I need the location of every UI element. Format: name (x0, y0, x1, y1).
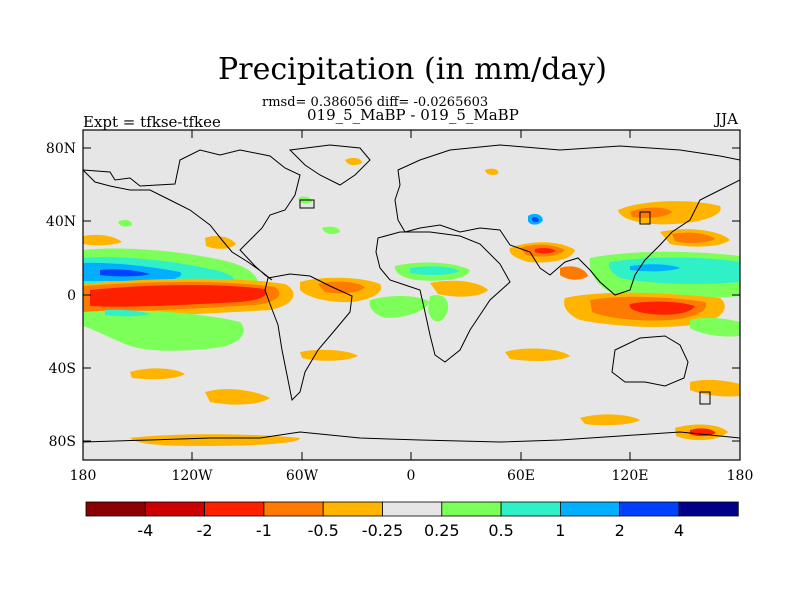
lon-label-60e: 60E (507, 468, 535, 484)
contour-region (100, 269, 150, 277)
colorbar-label: 4 (674, 521, 684, 540)
colorbar-label: -2 (197, 521, 213, 540)
colorbar-swatch (382, 501, 443, 517)
contour-region (205, 236, 236, 249)
colorbar-label: 0.5 (488, 521, 513, 540)
contour-region (505, 348, 570, 361)
contour-region (532, 217, 539, 223)
colorbar-swatch (619, 501, 680, 517)
stats-subtitle: rmsd= 0.386056 diff= -0.0265603 (262, 95, 489, 110)
lon-tick-labels: 180 120W 60W 0 60E 120E 180 (70, 468, 754, 484)
lon-label-120w: 120W (171, 468, 213, 484)
colorbar-label: -0.25 (362, 521, 403, 540)
lat-label-40n: 40N (46, 214, 76, 230)
lon-label-120e: 120E (612, 468, 649, 484)
coastline-antarctica (83, 431, 740, 443)
contour-region (300, 349, 358, 361)
contour-region (629, 301, 695, 315)
contour-region (130, 434, 300, 446)
contour-region (535, 247, 556, 254)
contour-region (322, 226, 340, 235)
contour-region (430, 280, 488, 297)
colorbar-swatch (263, 501, 324, 517)
colorbar-swatch (500, 501, 561, 517)
lon-label-0: 0 (407, 468, 416, 484)
colorbar-swatch (322, 501, 383, 517)
lon-label-60w: 60W (286, 468, 319, 484)
colorbar-swatch (678, 501, 739, 517)
coastline-eurasia (394, 144, 740, 296)
figure-title: Precipitation (in mm/day) (218, 52, 607, 87)
lat-label-0: 0 (67, 288, 76, 304)
colorbar-label: -1 (256, 521, 272, 540)
contour-region (428, 295, 449, 322)
colorbar-swatch (85, 501, 146, 517)
contour-region (560, 266, 588, 280)
contour-region (83, 310, 244, 351)
lat-label-80n: 80N (46, 141, 76, 157)
contour-region (345, 157, 362, 166)
colorbar-label: -4 (137, 521, 153, 540)
coastlines (83, 144, 740, 443)
contour-region (318, 281, 365, 294)
precip-anomaly-field (83, 157, 740, 446)
contour-region (90, 284, 267, 307)
lat-label-80s: 80S (49, 434, 76, 450)
colorbar-label: 1 (555, 521, 565, 540)
contour-region (485, 168, 499, 175)
coastline-north-america (83, 149, 301, 281)
contour-region (410, 266, 460, 276)
contour-region (690, 317, 740, 337)
contour-region (690, 428, 716, 437)
coastline-south-america (264, 273, 353, 402)
contour-region (630, 264, 680, 272)
lat-tick-labels: 80N 40N 0 40S 80S (46, 141, 76, 450)
colorbar-label: -0.5 (308, 521, 339, 540)
colorbar-label: 2 (615, 521, 625, 540)
colorbar-swatch (204, 501, 265, 517)
lon-label-180e: 180 (727, 468, 754, 484)
experiment-label: Expt = tfkse-tfkee (83, 113, 221, 131)
season-label: JJA (715, 110, 738, 128)
lat-ticks (83, 147, 740, 442)
colorbar-swatch (144, 501, 206, 517)
lon-label-180w: 180 (70, 468, 97, 484)
lat-label-40s: 40S (49, 361, 76, 377)
contour-region (369, 296, 430, 318)
contour-region (672, 232, 715, 244)
coastline-australia (611, 335, 689, 387)
colorbar-swatch (441, 501, 502, 517)
colorbar: -4 -2 -1 -0.5 -0.25 0.25 0.5 1 2 4 (85, 501, 739, 540)
case-subtitle: 019_5_MaBP - 019_5_MaBP (307, 106, 519, 124)
contour-region (105, 309, 150, 317)
contour-region (118, 219, 132, 227)
colorbar-label: 0.25 (424, 521, 460, 540)
lon-ticks (191, 130, 631, 460)
contour-region (130, 368, 185, 380)
coastline-greenland (288, 144, 371, 186)
contour-region (83, 234, 122, 246)
contour-region (205, 389, 270, 405)
colorbar-swatch (560, 501, 621, 517)
coastline-africa (375, 231, 511, 363)
contour-region (580, 414, 640, 426)
